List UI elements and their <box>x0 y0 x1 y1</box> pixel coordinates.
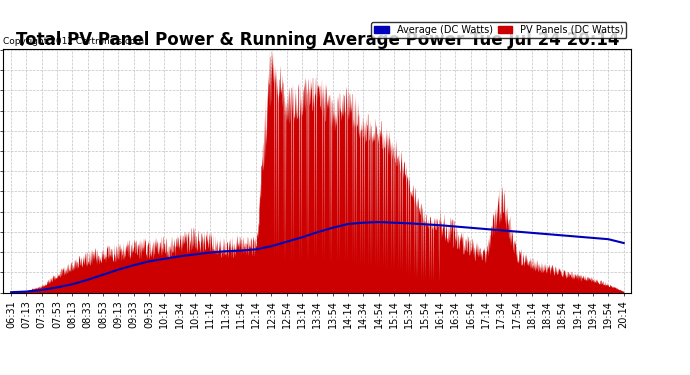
Title: Total PV Panel Power & Running Average Power Tue Jul 24 20:14: Total PV Panel Power & Running Average P… <box>16 31 619 49</box>
Text: Copyright 2012 Cartronics.com: Copyright 2012 Cartronics.com <box>3 38 145 46</box>
Legend: Average (DC Watts), PV Panels (DC Watts): Average (DC Watts), PV Panels (DC Watts) <box>371 22 627 38</box>
